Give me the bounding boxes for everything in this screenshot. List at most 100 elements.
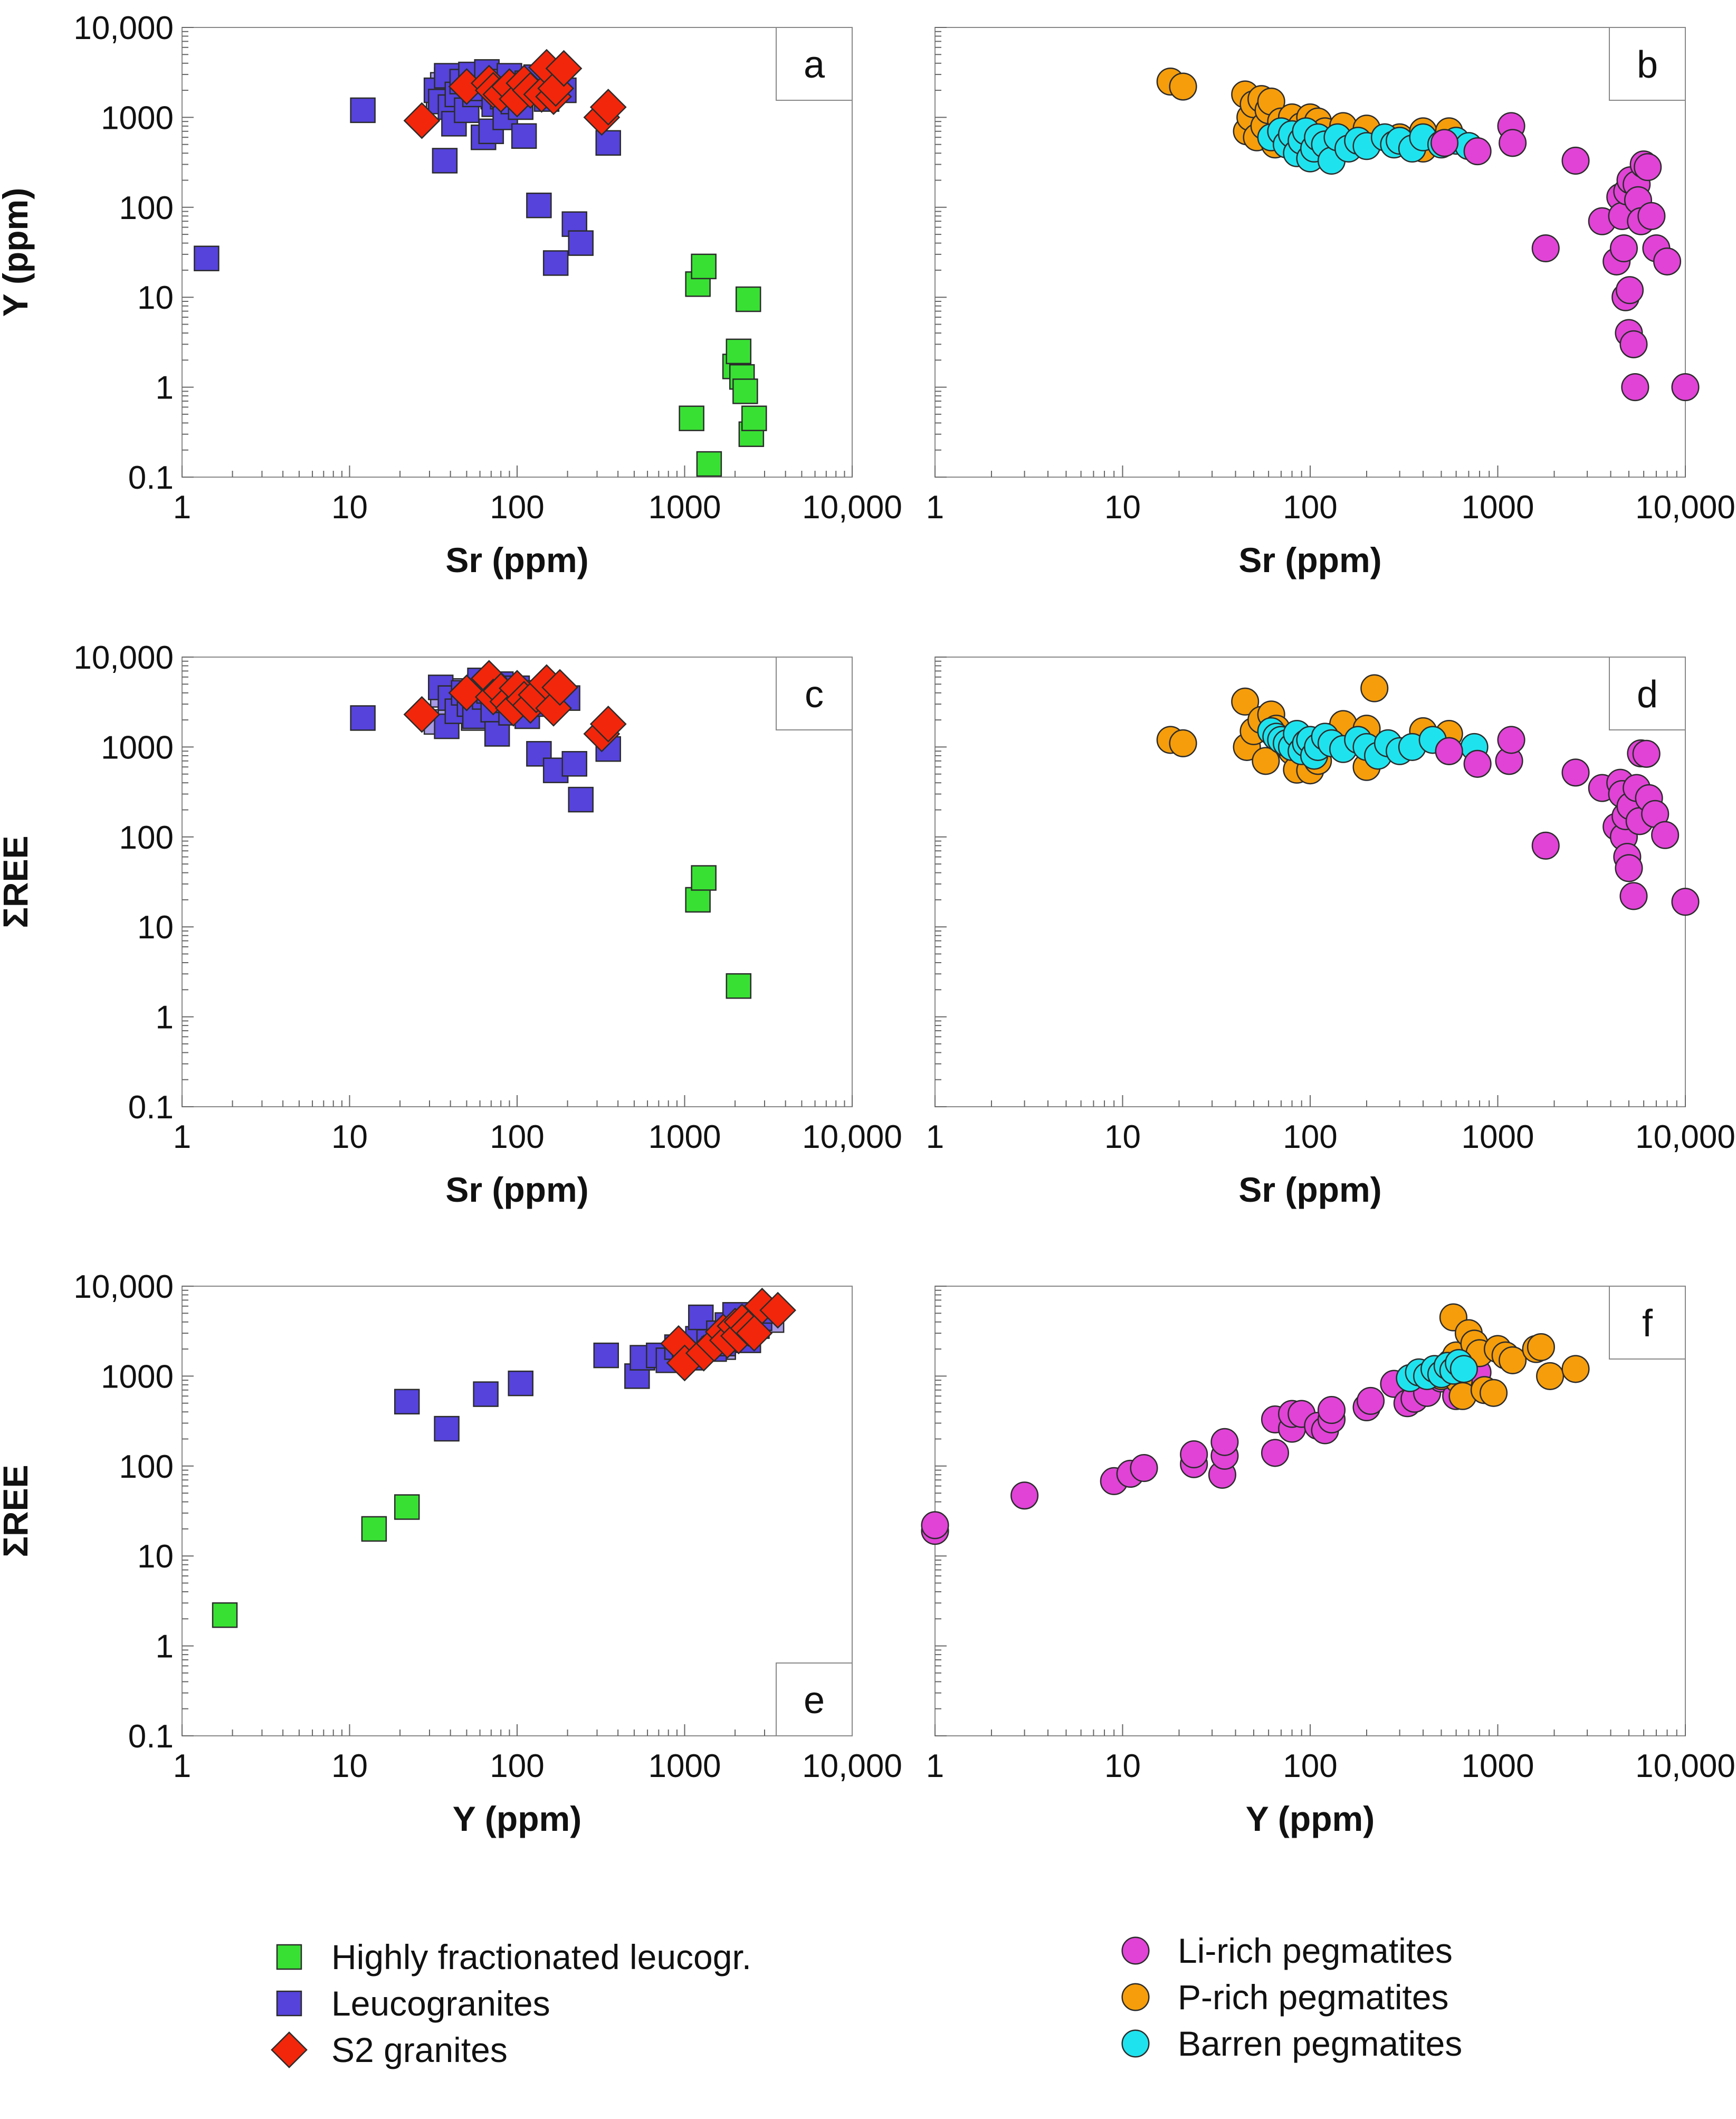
x-tick-label: 1000 (648, 1119, 721, 1155)
panel-b: 1 10 100 1000 10,000 Sr (ppm) b (926, 27, 1735, 579)
y-tick-label: 10 (137, 1538, 174, 1575)
y-tick-label: 0.1 (128, 460, 174, 496)
plot-frame (934, 657, 1686, 1107)
y-tick-label: 10,000 (73, 640, 174, 676)
panel-label: a (804, 44, 825, 86)
data-point (403, 696, 441, 733)
data-point (1671, 373, 1700, 402)
x-tick-label: 1 (926, 1748, 944, 1784)
x-axis-title: Sr (ppm) (445, 540, 588, 579)
data-point (403, 102, 441, 139)
data-point (1531, 831, 1560, 860)
data-point (1651, 821, 1680, 849)
data-point (1619, 330, 1648, 358)
data-point (1637, 202, 1666, 230)
data-point (1561, 1355, 1590, 1383)
data-point (1561, 758, 1590, 787)
legend-label: Leucogranites (331, 1984, 550, 2023)
data-point (732, 378, 758, 404)
series-hfl (679, 253, 767, 477)
data-point (1531, 234, 1560, 263)
data-point (589, 89, 627, 126)
data-point (691, 253, 717, 280)
y-tick-label: 0.1 (128, 1718, 174, 1755)
series-li (1435, 726, 1700, 916)
legend-label: Highly fractionated leucogr. (331, 1937, 751, 1977)
data-point (350, 97, 376, 123)
data-point (696, 451, 722, 477)
series-hfl (212, 1494, 420, 1628)
plot-frame (182, 1286, 853, 1736)
x-tick-label: 10 (331, 489, 368, 526)
x-tick-label: 100 (1283, 1119, 1337, 1155)
data-point (1130, 1454, 1158, 1483)
x-tick-label: 10,000 (802, 489, 902, 526)
data-point (1615, 276, 1644, 305)
data-point (1561, 146, 1590, 175)
data-point (1499, 129, 1527, 157)
data-point (484, 721, 510, 747)
data-point (434, 1415, 460, 1442)
y-tick-label: 1000 (101, 729, 174, 766)
data-point (589, 706, 627, 743)
data-point (726, 338, 752, 365)
x-tick-label: 1 (926, 1119, 944, 1155)
x-tick-label: 100 (1283, 489, 1337, 526)
legend-label: Li-rich pegmatites (1178, 1931, 1453, 1970)
panel-label-box (776, 27, 853, 101)
legend-item: Li-rich pegmatites (1121, 1931, 1453, 1970)
data-point (1231, 687, 1260, 716)
x-tick-label: 1000 (1462, 489, 1534, 526)
data-point (1356, 1386, 1385, 1415)
x-tick-label: 10,000 (802, 1748, 902, 1784)
panel-label: c (805, 673, 824, 716)
y-tick-label: 10,000 (73, 1269, 174, 1305)
x-tick-label: 10 (1104, 1119, 1141, 1155)
data-point (1632, 739, 1661, 768)
y-tick-label: 1 (156, 370, 174, 406)
panel-label: b (1637, 44, 1658, 86)
x-tick-label: 100 (490, 489, 544, 526)
legend-label: P-rich pegmatites (1178, 1978, 1449, 2017)
x-tick-label: 1000 (1462, 1748, 1534, 1784)
legend-item: Barren pegmatites (1121, 2024, 1462, 2063)
y-tick-label: 10,000 (73, 10, 174, 46)
data-point (432, 148, 458, 174)
x-tick-label: 1 (173, 1119, 191, 1155)
data-point (1169, 729, 1197, 757)
data-point (394, 1494, 420, 1520)
data-point (1609, 234, 1638, 263)
data-point (1634, 153, 1662, 182)
data-point (759, 1291, 797, 1329)
panel-label: f (1642, 1303, 1653, 1345)
series-li (1430, 112, 1700, 402)
data-point (1430, 129, 1459, 157)
data-point (1435, 737, 1463, 765)
data-point (350, 705, 376, 731)
data-point (1615, 854, 1643, 882)
legend-swatch (276, 1990, 302, 2017)
data-point (1499, 1346, 1527, 1374)
x-tick-label: 1 (926, 489, 944, 526)
x-tick-label: 10,000 (1635, 1119, 1735, 1155)
x-axis-title: Sr (ppm) (1238, 1170, 1381, 1209)
y-axis-title: ΣREE (0, 835, 35, 928)
x-axis-title: Sr (ppm) (445, 1170, 588, 1209)
x-tick-label: 1 (173, 489, 191, 526)
y-tick-label: 100 (119, 820, 174, 856)
x-tick-label: 1 (173, 1748, 191, 1784)
data-point (1010, 1481, 1039, 1510)
legend-granites: Highly fractionated leucogr. Leucogranite… (271, 1937, 751, 2069)
data-point (593, 1342, 619, 1369)
data-point (726, 973, 752, 999)
data-point (1671, 888, 1700, 916)
series-s2 (403, 49, 627, 139)
data-point (921, 1511, 949, 1540)
legend-item: S2 granites (271, 2030, 508, 2069)
panel-label: d (1637, 673, 1658, 716)
data-point (736, 1315, 773, 1352)
data-point (1463, 137, 1492, 166)
x-axis-title: Y (ppm) (1246, 1799, 1375, 1838)
data-point (541, 669, 578, 706)
